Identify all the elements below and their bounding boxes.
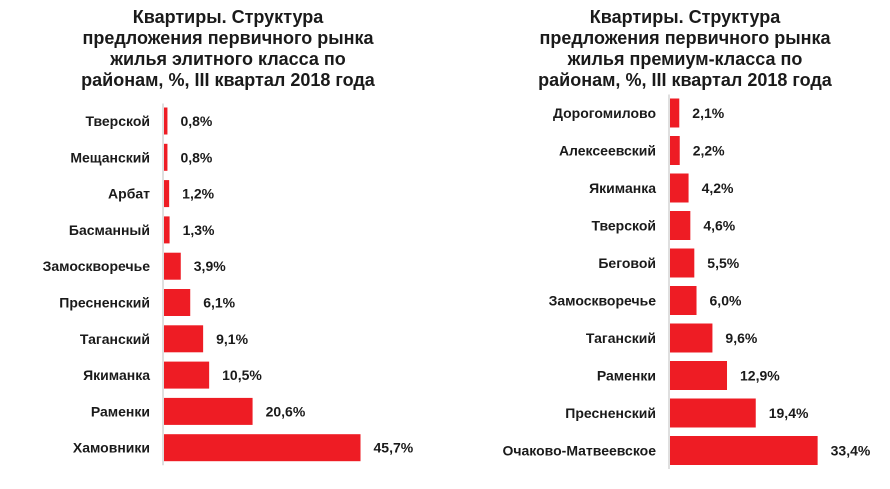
category-label: Алексеевский [559, 143, 656, 159]
category-label: Очаково-Матвеевское [503, 443, 657, 459]
category-label: Тверской [85, 113, 150, 129]
data-label: 6,1% [203, 295, 235, 311]
bar [670, 248, 695, 278]
category-label: Якиманка [589, 180, 656, 196]
category-label: Раменки [91, 403, 150, 419]
chart-title-line: Квартиры. Структура [132, 7, 324, 27]
bar [164, 216, 170, 244]
bar [164, 143, 168, 171]
elite-class-chart-panel: Квартиры. Структура предложения первично… [38, 7, 418, 466]
category-label: Замоскворечье [549, 293, 657, 309]
category-label: Беговой [598, 255, 656, 271]
bar [670, 173, 689, 203]
data-label: 3,9% [194, 258, 226, 274]
bar [164, 289, 191, 316]
bar [164, 252, 181, 280]
category-label: Пресненский [59, 295, 150, 311]
premium-class-chart-panel: Квартиры. Структура предложения первично… [445, 0, 890, 489]
bar [164, 434, 361, 462]
bar [670, 436, 818, 465]
category-label: Таганский [586, 330, 656, 346]
data-label: 19,4% [769, 405, 809, 421]
category-label: Таганский [80, 331, 150, 347]
category-label: Якиманка [83, 367, 150, 383]
chart-title-line: районам, %, III квартал 2018 года [538, 70, 832, 90]
bar [164, 361, 210, 389]
category-label: Хамовники [73, 440, 150, 456]
data-label: 2,2% [693, 143, 725, 159]
data-label: 0,8% [180, 149, 212, 165]
bar [670, 98, 680, 128]
data-label: 10,5% [222, 367, 262, 383]
chart-title-line: жилья премиум-класса по [567, 49, 803, 69]
data-label: 2,1% [692, 105, 724, 121]
chart-title-line: предложения первичного рынка [82, 28, 374, 48]
chart-title-line: предложения первичного рынка [539, 28, 831, 48]
data-label: 4,6% [703, 218, 735, 234]
category-label: Дорогомилово [553, 105, 656, 121]
bar [164, 107, 168, 135]
bar [670, 286, 697, 315]
data-label: 1,3% [183, 222, 215, 238]
data-label: 5,5% [707, 255, 739, 271]
data-label: 6,0% [710, 293, 742, 309]
data-label: 9,1% [216, 331, 248, 347]
data-label: 1,2% [182, 186, 214, 202]
chart-title-line: районам, %, III квартал 2018 года [81, 70, 375, 90]
elite-bar-chart: Тверской 0,8% Мещанский 0,8% Арбат 1,2% Басман… [43, 103, 414, 466]
chart-title: Квартиры. Структура предложения первично… [38, 7, 418, 91]
data-label: 12,9% [740, 368, 780, 384]
category-label: Тверской [591, 218, 656, 234]
data-label: 33,4% [831, 443, 871, 459]
category-label: Раменки [597, 368, 656, 384]
chart-title-line: жилья элитного класса по [110, 49, 346, 69]
bar [670, 211, 691, 240]
data-label: 9,6% [725, 330, 757, 346]
bar [670, 398, 756, 428]
data-label: 4,2% [702, 180, 734, 196]
data-label: 0,8% [180, 113, 212, 129]
category-label: Мещанский [70, 149, 150, 165]
category-label: Арбат [108, 186, 150, 202]
category-label: Басманный [69, 222, 150, 238]
bar [670, 136, 680, 165]
category-label: Пресненский [565, 405, 656, 421]
premium-bar-chart: Дорогомилово 2,1% Алексеевский 2,2% Якиманка… [503, 94, 871, 469]
chart-title: Квартиры. Структура предложения первично… [495, 7, 875, 91]
data-label: 20,6% [266, 403, 306, 419]
chart-title-line: Квартиры. Структура [589, 7, 781, 27]
data-label: 45,7% [374, 440, 414, 456]
bar [164, 397, 253, 425]
bar [670, 323, 713, 353]
bar [164, 325, 204, 353]
bar [164, 180, 170, 208]
bar [670, 361, 728, 390]
category-label: Замоскворечье [43, 258, 151, 274]
